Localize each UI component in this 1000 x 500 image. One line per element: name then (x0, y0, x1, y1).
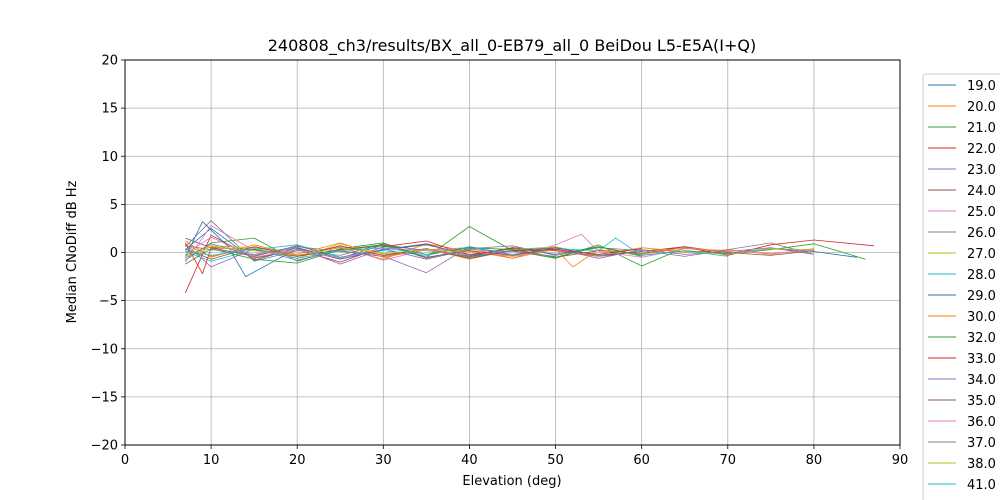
legend-frame (922, 73, 1000, 500)
legend-entry: 29.0 (928, 289, 996, 304)
series-line-33.0 (184, 242, 642, 275)
legend-label: 37.0 (967, 436, 996, 451)
legend-label: 28.0 (967, 268, 996, 283)
series-line-34.0 (185, 243, 556, 265)
legend-entry: 34.0 (928, 373, 996, 388)
legend-entry: 26.0 (928, 226, 996, 241)
legend-label: 30.0 (967, 310, 996, 325)
legend-label: 36.0 (967, 415, 996, 430)
legend-label: 32.0 (967, 331, 996, 346)
legend-entry: 38.0 (928, 457, 996, 472)
y-axis-label: Median CNoDiff dB Hz (65, 180, 80, 323)
series-line-41.0 (185, 247, 427, 259)
legend-label: 34.0 (967, 373, 996, 388)
x-tick-label: 40 (461, 453, 478, 468)
x-tick-label: 20 (289, 453, 306, 468)
legend-entry: 36.0 (928, 415, 996, 430)
y-tick-label: −5 (99, 294, 118, 309)
x-tick-label: 30 (375, 453, 392, 468)
legend-entry: 32.0 (928, 331, 996, 346)
legend-entry: 25.0 (928, 205, 996, 220)
legend-entry: 35.0 (928, 394, 996, 409)
y-tick-label: −10 (91, 342, 118, 357)
legend-entry: 20.0 (928, 100, 996, 115)
series-line-25.0 (184, 225, 814, 263)
legend-label: 35.0 (967, 394, 996, 409)
y-tick-label: 20 (101, 54, 118, 69)
legend-entry: 30.0 (928, 310, 996, 325)
series-line-32.0 (185, 245, 642, 265)
series-line-35.0 (185, 244, 556, 260)
y-tick-label: 15 (101, 102, 118, 117)
legend-label: 29.0 (967, 289, 996, 304)
legend-entry: 37.0 (928, 436, 996, 451)
legend-entry: 24.0 (928, 184, 996, 199)
series-line-37.0 (185, 245, 513, 258)
legend-label: 21.0 (967, 121, 996, 136)
legend-entry: 41.0 (928, 478, 996, 493)
x-tick-label: 90 (892, 453, 909, 468)
legend-label: 33.0 (967, 352, 996, 367)
legend-label: 23.0 (967, 163, 996, 178)
legend-entry: 22.0 (928, 142, 996, 157)
y-tick-label: 10 (101, 150, 118, 165)
legend-entry: 27.0 (928, 247, 996, 262)
legend-label: 25.0 (967, 205, 996, 220)
legend-label: 27.0 (967, 247, 996, 262)
x-tick-label: 50 (547, 453, 564, 468)
legend-label: 20.0 (967, 100, 996, 115)
y-tick-label: −20 (91, 439, 118, 454)
y-tick-label: 5 (110, 198, 118, 213)
x-tick-label: 0 (121, 453, 129, 468)
y-tick-label: −15 (91, 390, 118, 405)
legend-label: 24.0 (967, 184, 996, 199)
legend-entry: 23.0 (928, 163, 996, 178)
x-axis-label: Elevation (deg) (462, 474, 561, 489)
x-tick-label: 70 (720, 453, 737, 468)
legend-label: 26.0 (967, 226, 996, 241)
legend-label: 19.0 (967, 79, 996, 94)
legend-entry: 33.0 (928, 352, 996, 367)
x-tick-label: 60 (633, 453, 650, 468)
chart-title: 240808_ch3/results/BX_all_0-EB79_all_0 B… (268, 36, 756, 56)
legend-entry: 19.0 (928, 79, 996, 94)
x-tick-label: 80 (806, 453, 823, 468)
x-tick-label: 10 (203, 453, 220, 468)
legend-label: 22.0 (967, 142, 996, 157)
series-line-22.0 (184, 234, 875, 294)
legend-label: 38.0 (967, 457, 996, 472)
series-line-38.0 (185, 246, 470, 257)
y-tick-label: 0 (110, 246, 118, 261)
legend-label: 41.0 (967, 478, 996, 493)
legend-entry: 21.0 (928, 121, 996, 136)
series-layer (184, 220, 875, 294)
legend-entry: 28.0 (928, 268, 996, 283)
legend: 19.0 20.0 21.0 22.0 23.0 24.0 25.0 26.0 27.0 28.0… (922, 73, 1000, 500)
